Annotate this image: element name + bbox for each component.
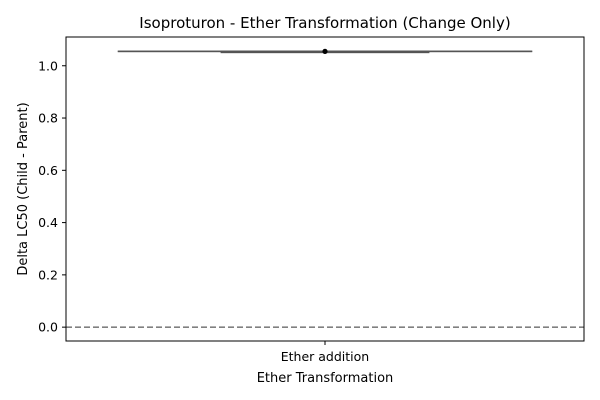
y-tick-label: 0.6 <box>38 163 58 178</box>
y-axis-label: Delta LC50 (Child - Parent) <box>16 102 31 275</box>
y-tick-label: 0.8 <box>38 111 58 126</box>
y-tick-label: 0.0 <box>38 320 58 335</box>
y-tick-label: 0.4 <box>38 215 58 230</box>
data-point <box>322 48 328 54</box>
x-tick-label: Ether addition <box>281 349 369 364</box>
plot-frame <box>65 36 585 342</box>
chart-title: Isoproturon - Ether Transformation (Chan… <box>139 14 510 32</box>
plot-content <box>66 48 584 328</box>
y-axis: 0.0 0.2 0.4 0.6 0.8 1.0 <box>38 58 66 335</box>
x-axis: Ether addition <box>281 341 369 364</box>
y-tick-label: 1.0 <box>38 58 58 73</box>
x-axis-label: Ether Transformation <box>257 371 394 386</box>
y-tick-label: 0.2 <box>38 267 58 282</box>
